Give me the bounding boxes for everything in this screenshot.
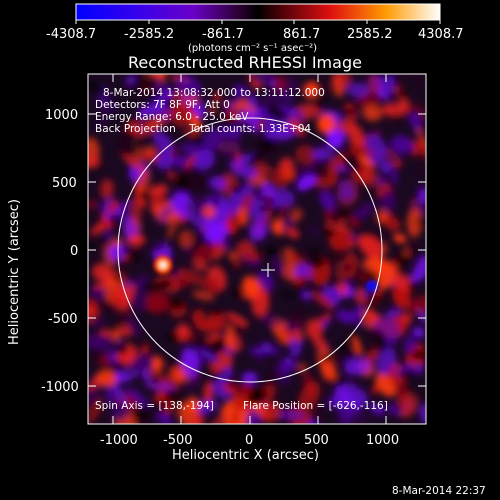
hotspot (366, 280, 378, 292)
colorbar-tick-2: -861.7 (202, 27, 244, 42)
solar-limb-circle (117, 117, 383, 383)
timestamp: 8-Mar-2014 22:37 (392, 485, 486, 497)
y-tick-label: 1000 (45, 108, 78, 123)
y-axis-ticks: 1000 500 0 -500 -1000 (41, 108, 79, 395)
x-tick-label: -500 (163, 433, 193, 448)
hotspot (160, 262, 166, 268)
y-tick-label: 500 (52, 176, 77, 191)
reconstructed-image (88, 74, 426, 424)
plot-title: Reconstructed RHESSI Image (128, 53, 362, 72)
spin-axis-marker (261, 263, 275, 277)
y-tick-label: -500 (48, 312, 78, 327)
colorbar-unit-label: (photons cm⁻² s⁻¹ asec⁻²) (188, 43, 317, 54)
info-block: 8-Mar-2014 13:08:32.000 to 13:11:12.000 … (95, 87, 325, 135)
info-energy-range: Energy Range: 6.0 - 25.0 keV (95, 111, 249, 123)
colorbar-gradient (75, 3, 441, 21)
y-axis-label: Heliocentric Y (arcsec) (7, 199, 22, 345)
y-tick-label: 0 (70, 244, 78, 259)
axis-tick-marks (88, 74, 426, 424)
flare-position-text: Flare Position = [-626,-116] (243, 400, 388, 412)
spin-axis-text: Spin Axis = [138,-194] (95, 400, 214, 412)
x-axis-ticks: -1000 -500 0 500 1000 (100, 433, 399, 448)
y-tick-label: -1000 (41, 380, 79, 395)
plot-frame (87, 73, 427, 425)
x-tick-label: -1000 (100, 433, 138, 448)
info-time-range: 8-Mar-2014 13:08:32.000 to 13:11:12.000 (103, 87, 325, 99)
x-axis-label: Heliocentric X (arcsec) (172, 448, 319, 463)
x-tick-label: 0 (245, 433, 253, 448)
colorbar-tick-1: -2585.2 (124, 27, 174, 42)
colorbar: -4308.7 -2585.2 -861.7 861.7 2585.2 4308… (46, 3, 464, 54)
colorbar-tick-4: 2585.2 (347, 27, 393, 42)
colorbar-tick-5: 4308.7 (418, 27, 464, 42)
info-method-counts: Back Projection Total counts: 1.33E+04 (95, 123, 311, 135)
info-detectors: Detectors: 7F 8F 9F, Att 0 (95, 99, 230, 111)
colorbar-tick-0: -4308.7 (46, 27, 96, 42)
x-tick-label: 1000 (366, 433, 399, 448)
colorbar-tick-3: 861.7 (283, 27, 320, 42)
x-tick-label: 500 (304, 433, 329, 448)
